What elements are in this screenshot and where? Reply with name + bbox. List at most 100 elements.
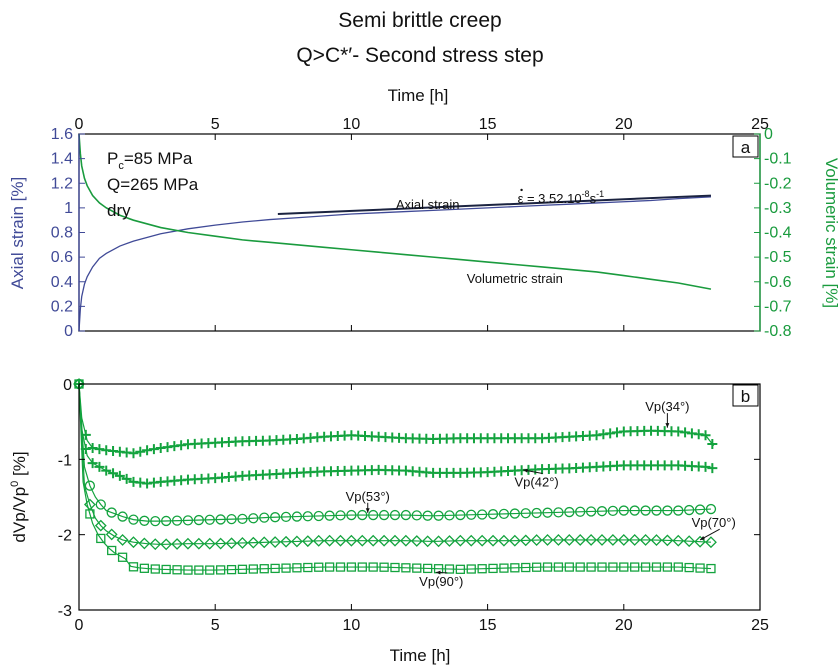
data-point — [139, 563, 150, 573]
data-point — [107, 545, 117, 556]
panel-b: 0 5 10 15 20 25 0-1-2-3 Time [h] dVp/Vp0 [%] … — [9, 377, 769, 665]
panel-a-xtick-label: 0 — [75, 116, 84, 133]
data-point — [356, 534, 369, 547]
series-line — [78, 383, 711, 522]
data-point — [108, 468, 119, 479]
data-point — [94, 444, 105, 455]
data-point — [510, 563, 520, 573]
axial-ytick-label: 1.6 — [51, 126, 73, 143]
data-point — [608, 562, 618, 572]
data-point — [401, 563, 411, 573]
data-point — [444, 510, 455, 521]
pc-value: =85 MPa — [124, 149, 193, 168]
data-point — [619, 562, 629, 572]
data-point — [312, 534, 325, 547]
data-point — [116, 534, 129, 546]
axial-ytick-label: 0.6 — [51, 249, 73, 266]
data-point — [314, 562, 324, 572]
panel-a-xtick-label: 5 — [211, 116, 220, 133]
data-point — [172, 565, 182, 575]
data-point — [683, 535, 696, 548]
data-point — [114, 470, 125, 481]
data-point — [477, 509, 488, 520]
series-vp34 — [74, 379, 718, 459]
data-point — [574, 534, 587, 546]
axial-strain-fit-line — [277, 194, 712, 216]
data-point — [379, 562, 389, 572]
data-point — [465, 534, 478, 547]
data-point — [335, 510, 346, 521]
differential-stress-label: Q=265 MPa — [107, 175, 199, 194]
data-point — [466, 564, 476, 574]
panel-b-xtick-label: 20 — [615, 617, 633, 634]
data-point — [586, 562, 596, 572]
panel-a-xtick-label: 20 — [615, 116, 633, 133]
data-point — [575, 506, 586, 517]
data-point — [171, 515, 183, 526]
data-point — [378, 509, 390, 521]
data-point — [94, 519, 107, 532]
ylabel-sup: 0 — [9, 481, 21, 487]
data-point — [259, 564, 269, 574]
data-point — [346, 509, 357, 521]
series-line — [78, 383, 711, 571]
data-point — [640, 505, 651, 516]
data-point — [651, 505, 662, 516]
data-point — [508, 534, 521, 547]
data-point — [84, 480, 96, 491]
data-point — [237, 513, 248, 524]
data-point — [707, 463, 718, 474]
volumetric-ytick-label: -0.3 — [764, 200, 792, 217]
data-point — [204, 514, 215, 525]
data-point — [585, 506, 597, 517]
data-point — [368, 562, 378, 572]
data-point — [368, 509, 379, 521]
panel-a-top-xlabel: Time [h] — [388, 86, 449, 105]
data-point — [412, 563, 422, 573]
data-point — [150, 564, 160, 574]
volumetric-ytick-label: -0.8 — [764, 323, 792, 340]
data-point — [335, 562, 346, 572]
strain-rate-exp1: -8 — [582, 189, 590, 199]
data-point — [542, 507, 553, 518]
svg-text:ε = 3.52.10-8s-1: ε = 3.52.10-8s-1 — [518, 189, 605, 206]
data-point — [148, 444, 159, 455]
series-label-arrowhead — [435, 570, 441, 575]
data-point — [150, 515, 161, 527]
data-point — [700, 430, 711, 441]
series-label-arrowhead — [523, 468, 528, 473]
panel-b-xtick-label: 25 — [751, 617, 769, 634]
data-point — [531, 562, 542, 572]
axial-ytick-label: 0.8 — [51, 225, 73, 242]
panel-a-xtick-label: 25 — [751, 116, 769, 133]
data-point — [597, 562, 607, 572]
panel-b-ytick-label: 0 — [63, 377, 72, 394]
data-point — [531, 507, 542, 519]
data-point — [128, 514, 139, 525]
data-point — [629, 505, 640, 516]
data-point — [433, 510, 444, 521]
data-point — [183, 565, 193, 575]
data-point — [389, 534, 401, 547]
panel-b-ytick-label: -3 — [58, 603, 72, 620]
panel-a-label: a — [741, 138, 751, 157]
series-vp42 — [74, 379, 718, 489]
data-point — [205, 565, 215, 575]
data-point — [237, 564, 248, 574]
data-point — [127, 536, 140, 549]
data-point — [247, 536, 260, 549]
data-point — [192, 537, 205, 550]
data-point — [291, 511, 303, 522]
data-point — [673, 505, 684, 516]
data-point — [236, 537, 249, 549]
panel-b-xtick-label: 15 — [479, 617, 497, 634]
data-point — [706, 563, 716, 574]
axial-ytick-label: 0 — [64, 323, 73, 340]
data-point — [301, 535, 314, 548]
data-point — [203, 537, 216, 550]
axial-strain-axis-label: Axial strain [%] — [8, 177, 27, 289]
data-point — [705, 503, 717, 515]
data-point — [694, 504, 706, 515]
data-point — [410, 535, 423, 547]
data-point — [280, 535, 292, 548]
